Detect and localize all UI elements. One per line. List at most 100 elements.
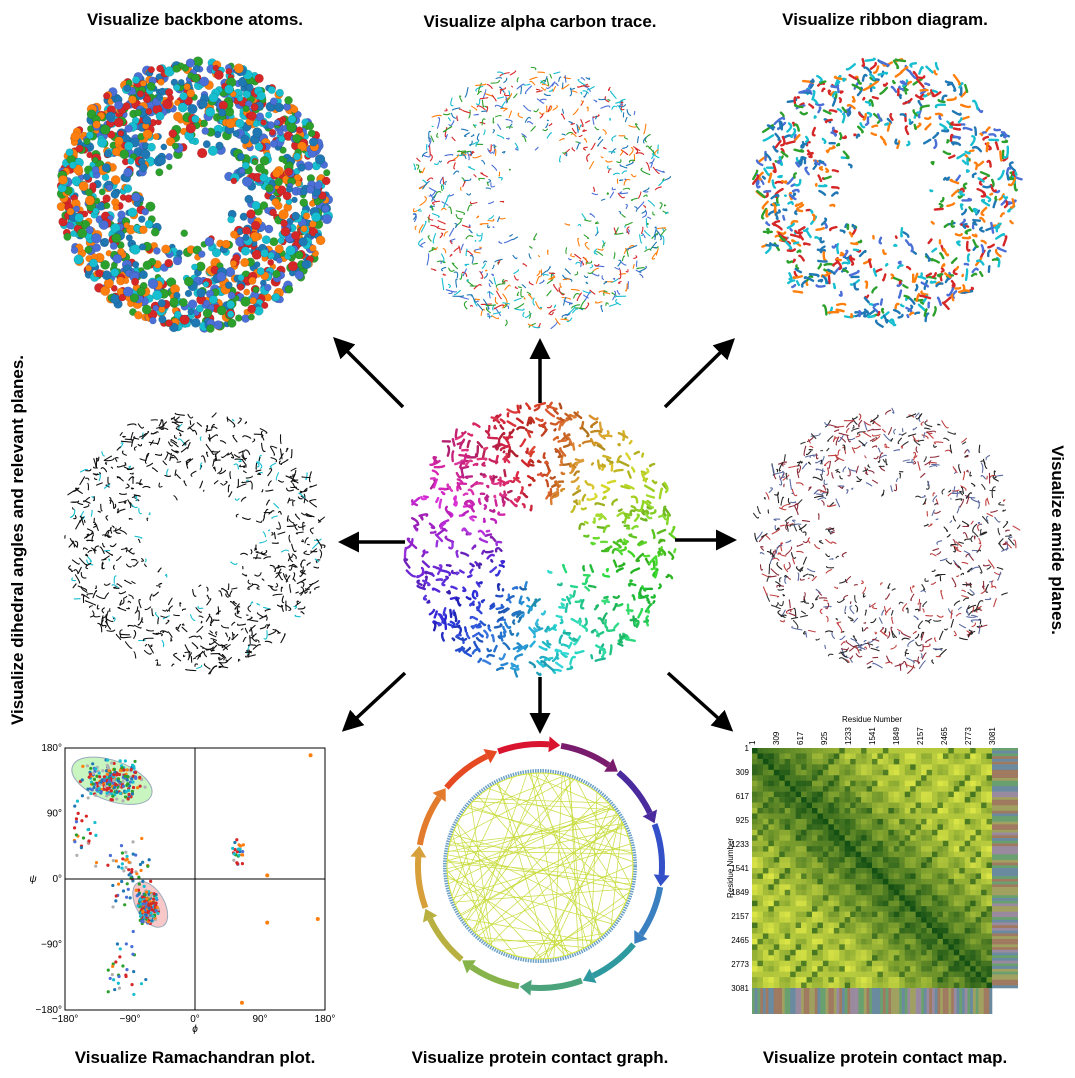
contact-cell	[822, 928, 829, 934]
data-point	[114, 894, 118, 898]
contact-cell	[833, 748, 840, 754]
data-point	[121, 964, 125, 968]
residue-bar-bottom	[989, 988, 993, 1014]
contact-cell	[839, 906, 846, 912]
contact-cell	[893, 971, 900, 978]
contact-cell	[833, 862, 840, 869]
contact-cell	[981, 868, 987, 874]
contact-cell	[948, 829, 955, 836]
contact-cell	[790, 840, 796, 847]
contact-cell	[801, 748, 807, 754]
contact-cell	[959, 928, 966, 934]
contact-cell	[932, 835, 938, 842]
contact-cell	[855, 780, 862, 787]
arrow	[663, 338, 735, 409]
contact-cell	[959, 949, 966, 956]
contact-cell	[773, 933, 780, 940]
contact-cell	[942, 938, 949, 945]
contact-cell	[790, 851, 796, 858]
contact-cell	[981, 775, 987, 782]
data-point	[114, 859, 118, 863]
contact-cell	[752, 857, 758, 863]
contact-cell	[844, 786, 851, 792]
contact-cell	[888, 944, 895, 951]
contact-cell	[915, 780, 922, 787]
contact-cell	[932, 846, 938, 852]
contact-cell	[986, 748, 993, 754]
contact-cell	[986, 862, 993, 869]
data-point	[130, 870, 134, 874]
contact-cell	[828, 873, 835, 880]
y-tick-label: 180°	[41, 743, 62, 754]
contact-cell	[855, 818, 862, 825]
contact-cell	[981, 878, 987, 885]
data-point	[119, 769, 123, 773]
contact-cell	[833, 917, 840, 923]
contact-cell	[773, 878, 780, 885]
contact-cell	[795, 878, 802, 885]
contact-cell	[768, 775, 775, 782]
contact-cell	[964, 808, 971, 814]
contact-cell	[959, 862, 966, 869]
graph-arrowhead	[432, 788, 446, 802]
contact-cell	[888, 797, 895, 803]
contact-cell	[768, 922, 775, 929]
contact-cell	[817, 873, 824, 880]
contact-cell	[801, 764, 807, 771]
contact-cell	[801, 829, 807, 836]
contact-cell	[942, 802, 949, 809]
contact-cell	[773, 780, 780, 787]
data-point	[73, 804, 77, 808]
data-point	[154, 909, 158, 913]
data-point	[121, 889, 126, 893]
contact-cell	[790, 971, 796, 978]
contact-cell	[932, 977, 938, 983]
contact-cell	[812, 758, 818, 765]
contact-cell	[872, 846, 878, 852]
data-point	[111, 858, 115, 863]
contact-cell	[762, 846, 769, 852]
data-point	[125, 968, 129, 972]
contact-cell	[899, 846, 906, 852]
contact-cell	[921, 791, 927, 798]
contact-cell	[817, 906, 824, 912]
contact-cell	[822, 813, 829, 820]
contact-cell	[970, 917, 976, 923]
contact-cell	[855, 769, 862, 776]
contact-cell	[986, 944, 993, 951]
contact-cell	[937, 922, 944, 929]
contact-cell	[839, 835, 846, 842]
contact-cell	[866, 813, 873, 820]
data-point	[132, 764, 136, 768]
contact-cell	[839, 933, 846, 940]
contact-edge	[498, 782, 549, 959]
contact-cell	[910, 917, 916, 923]
contact-cell	[926, 818, 933, 825]
contact-cell	[937, 797, 944, 803]
contact-cell	[866, 911, 873, 918]
contact-cell	[937, 808, 944, 814]
data-point	[92, 777, 97, 781]
contact-cell	[888, 889, 895, 896]
contact-cell	[899, 818, 906, 825]
contact-cell	[888, 911, 895, 918]
x-axis-label: Residue Number	[842, 715, 902, 724]
contact-cell	[855, 813, 862, 820]
contact-cell	[877, 878, 884, 885]
contact-cell	[964, 922, 971, 929]
data-point	[143, 899, 147, 903]
contact-cell	[970, 846, 976, 852]
contact-cell	[932, 878, 938, 885]
contact-cell	[817, 769, 824, 776]
contact-cell	[964, 775, 971, 782]
contact-cell	[839, 840, 846, 847]
contact-cell	[861, 906, 867, 912]
contact-cell	[964, 851, 971, 858]
contact-cell	[752, 824, 758, 831]
contact-cell	[850, 922, 856, 929]
contact-cell	[953, 802, 960, 809]
contact-cell	[959, 857, 966, 863]
contact-edge	[457, 823, 570, 955]
contact-cell	[850, 884, 856, 891]
contact-cell	[817, 840, 824, 847]
